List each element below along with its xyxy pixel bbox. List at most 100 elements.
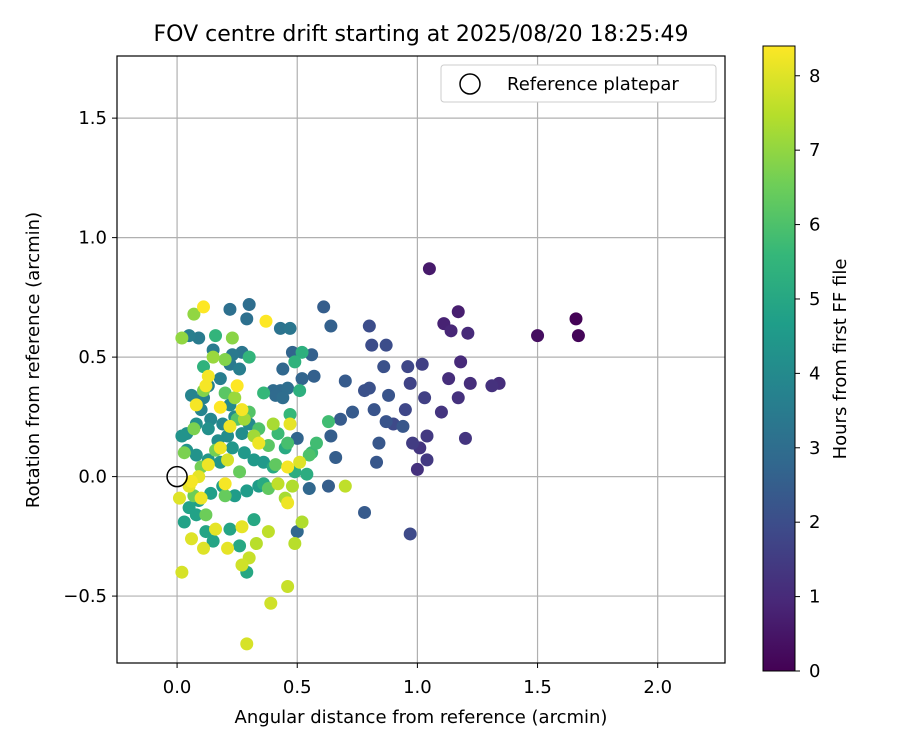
data-point [189,508,203,522]
data-point [218,386,232,400]
data-point [197,300,211,314]
data-point [225,331,239,345]
data-point [242,298,256,312]
data-point [300,467,314,481]
data-point [240,637,254,651]
data-point [172,491,186,505]
data-point [230,379,244,393]
colorbar-tick-label: 7 [809,140,820,161]
y-tick-label: 0.5 [78,347,107,368]
legend-label: Reference platepar [507,74,679,95]
data-point [235,403,249,417]
data-point [422,262,436,276]
data-point [362,319,376,333]
data-point [338,374,352,388]
data-point [177,515,191,529]
data-point [276,362,290,376]
data-point [249,537,263,551]
data-point [218,489,232,503]
data-point [276,391,290,405]
data-point [235,558,249,572]
y-tick-label: −0.5 [63,586,107,607]
data-point [531,329,545,343]
colorbar-tick-label: 6 [809,215,820,236]
data-point [309,436,323,450]
data-point [451,305,465,319]
data-point [410,462,424,476]
data-point [187,422,201,436]
data-point [451,391,465,405]
data-point [264,596,278,610]
data-point [288,355,302,369]
data-point [269,458,283,472]
data-point [223,522,237,536]
data-point [434,405,448,419]
data-point [302,482,316,496]
data-point [213,400,227,414]
data-point [197,541,211,555]
data-point [367,403,381,417]
colorbar-tick-label: 2 [809,512,820,533]
y-tick-label: 1.0 [78,228,107,249]
data-point [406,436,420,450]
data-point [293,455,307,469]
data-point [204,486,218,500]
plot-frame [116,55,726,664]
data-point [295,515,309,529]
data-point [307,369,321,383]
data-point [257,455,271,469]
data-point [175,429,189,443]
data-point [454,355,468,369]
data-point [233,465,247,479]
colorbar-gradient [762,45,796,672]
legend-marker-icon [459,73,481,95]
data-point [333,412,347,426]
data-point [225,441,239,455]
data-point [281,580,295,594]
data-point [209,522,223,536]
data-point [233,362,247,376]
data-point [187,307,201,321]
data-point [283,321,297,335]
chart-title: FOV centre drift starting at 2025/08/20 … [154,22,689,47]
data-point [358,505,372,519]
data-point [228,489,242,503]
data-point [281,436,295,450]
data-point [209,329,223,343]
y-axis-label: Rotation from reference (arcmin) [23,212,44,508]
data-point [324,319,338,333]
data-point [346,405,360,419]
data-point [240,484,254,498]
data-point [377,360,391,374]
x-tick-label: 1.5 [523,677,552,698]
data-point [273,321,287,335]
data-point [261,525,275,539]
x-axis-ticks: 0.0 0.5 1.0 1.5 2.0 [163,663,672,698]
legend: Reference platepar [440,64,717,103]
data-point [321,479,335,493]
data-point [194,491,208,505]
data-point [218,353,232,366]
data-point [184,532,198,546]
colorbar-label: Hours from first FF file [830,259,851,460]
data-point [403,527,417,541]
data-point [370,455,384,469]
data-point [396,419,410,433]
data-point [199,508,213,522]
data-point [257,386,271,400]
data-point [295,372,309,386]
data-point [189,398,203,412]
data-point [213,441,227,455]
data-point [415,357,429,371]
data-point [358,384,372,398]
y-tick-label: 0.0 [78,467,107,488]
data-point [213,372,227,386]
data-point [206,534,220,548]
data-point [228,391,242,405]
data-point [206,350,220,364]
data-point [288,537,302,551]
data-point [329,450,343,464]
data-point [283,417,297,431]
data-point [485,379,499,393]
x-tick-label: 1.0 [403,677,432,698]
